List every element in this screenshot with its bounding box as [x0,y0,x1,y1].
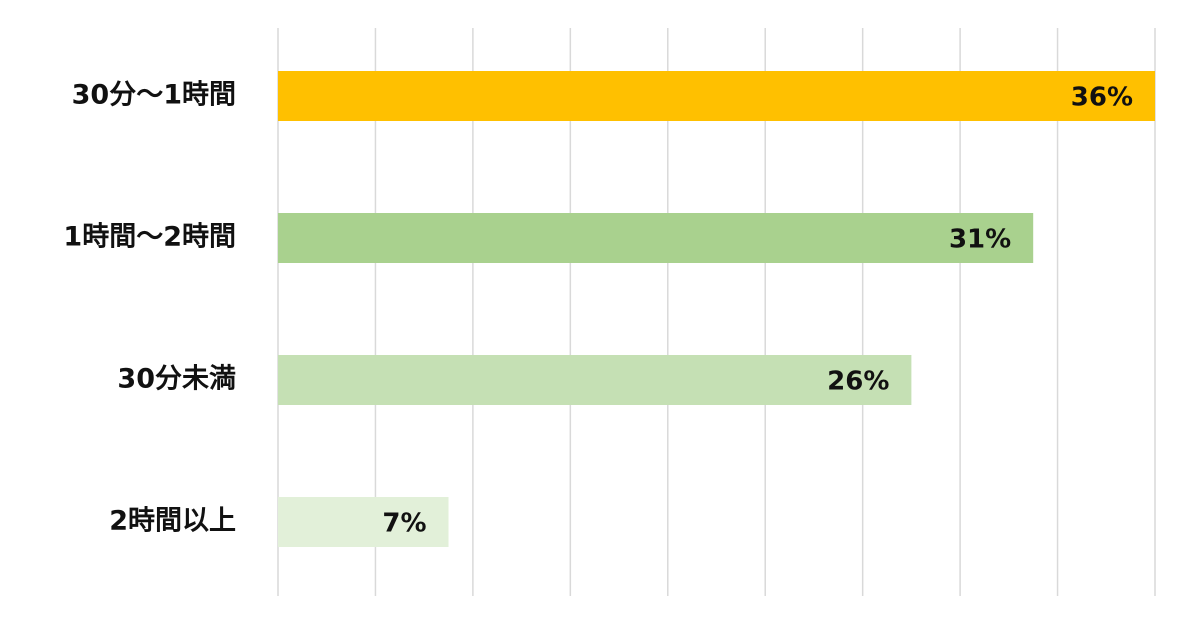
value-label: 7% [382,509,426,539]
value-label: 31% [949,225,1011,255]
category-label: 2時間以上 [109,506,236,537]
category-label: 30分～1時間 [72,80,236,111]
value-label: 36% [1071,83,1133,113]
bar [278,497,449,547]
bar [278,213,1034,263]
bar [278,71,1155,121]
value-label: 26% [827,367,889,397]
bar [278,355,912,405]
category-label: 1時間～2時間 [63,222,236,253]
category-label: 30分未満 [117,364,236,395]
